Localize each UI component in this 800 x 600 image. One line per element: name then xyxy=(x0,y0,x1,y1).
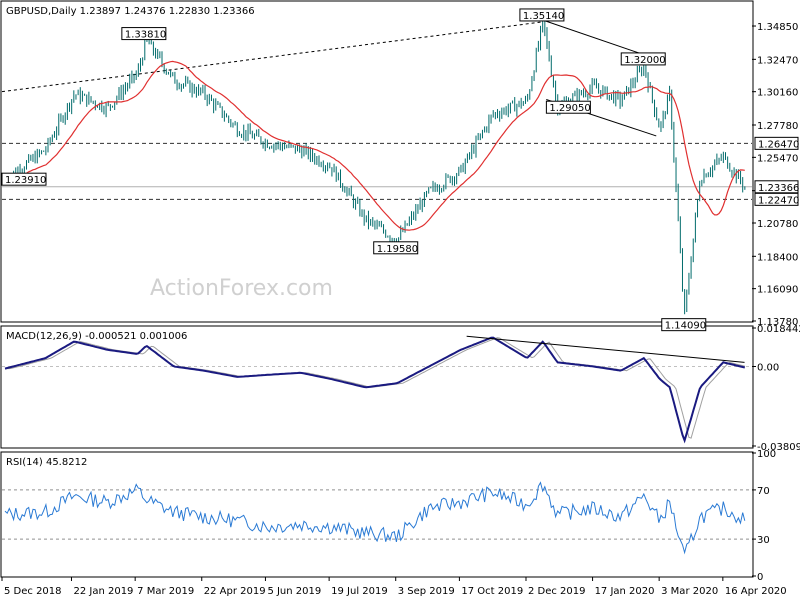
x-tick-label: 2 Dec 2019 xyxy=(528,586,586,597)
level-2-tag-box xyxy=(754,192,799,206)
price-trendlines xyxy=(1,19,657,137)
annotation-box xyxy=(545,100,591,114)
price-tick-label: 1.32470 xyxy=(757,55,798,66)
macd-tick-label: 0.018442 xyxy=(757,324,800,335)
level-1-tag-label: 1.26470 xyxy=(758,139,799,150)
moving-average xyxy=(4,60,745,231)
macd-y-axis: 0.018442 0.00 -0.038095 xyxy=(2,324,800,453)
rsi-tick-label: 100 xyxy=(757,449,776,460)
current-price-tag: 1.23366 xyxy=(754,180,799,194)
annotation-label: 1.14090 xyxy=(665,321,706,332)
price-tick-label: 1.13780 xyxy=(757,317,798,328)
annotation-1.19580: 1.19580 xyxy=(373,241,419,255)
annotation-box xyxy=(373,241,419,255)
x-tick-label: 7 Mar 2019 xyxy=(137,586,194,597)
x-tick-label: 19 Jul 2019 xyxy=(331,586,388,597)
x-tick-label: 22 Jan 2019 xyxy=(73,586,133,597)
upper-trendline xyxy=(1,21,542,93)
macd-lines xyxy=(4,335,746,444)
rsi-tick-label: 0 xyxy=(757,572,763,583)
price-annotations: 1.23910 1.33810 1.19580 1.35140 1.29050 1.320… xyxy=(1,8,707,332)
price-levels xyxy=(2,142,752,200)
x-tick-label: 5 Dec 2018 xyxy=(4,586,62,597)
price-header: GBPUSD,Daily 1.23897 1.24376 1.22830 1.2… xyxy=(6,6,255,17)
annotation-1.14090: 1.14090 xyxy=(661,318,707,332)
annotation-1.32000: 1.32000 xyxy=(620,52,666,66)
price-panel-frame xyxy=(0,0,754,323)
annotation-box xyxy=(620,52,666,66)
x-tick-label: 22 Apr 2019 xyxy=(204,586,266,597)
macd-line xyxy=(4,336,746,444)
level-1-tag-box xyxy=(754,136,799,150)
annotation-1.23910: 1.23910 xyxy=(1,172,47,186)
annotation-1.33810: 1.33810 xyxy=(121,27,167,41)
level-2-tag-label: 1.22470 xyxy=(758,195,799,206)
price-tick-label: 1.27780 xyxy=(757,121,798,132)
x-tick-label: 3 Mar 2020 xyxy=(661,586,718,597)
annotation-label: 1.19580 xyxy=(377,244,418,255)
x-tick-label: 16 Apr 2020 xyxy=(725,586,787,597)
annotation-label: 1.35140 xyxy=(523,11,564,22)
ma-line xyxy=(4,60,745,231)
x-axis: 5 Dec 2018 22 Jan 2019 7 Mar 2019 22 Apr 20… xyxy=(1,577,787,597)
x-tick-label: 17 Oct 2019 xyxy=(461,586,523,597)
annotation-box xyxy=(121,27,167,41)
price-tick-label: 1.30160 xyxy=(757,88,798,99)
rsi-lines xyxy=(4,481,746,555)
annotation-1.35140: 1.35140 xyxy=(519,8,565,22)
price-y-axis: 1.348501.324701.301601.277801.254701.230… xyxy=(752,22,798,328)
annotation-box xyxy=(661,318,707,332)
macd-tick-label: -0.038095 xyxy=(757,442,800,453)
macd-trendline xyxy=(466,335,745,363)
price-tick-label: 1.20780 xyxy=(757,219,798,230)
x-tick-label: 17 Jan 2020 xyxy=(595,586,655,597)
current-price-tag-label: 1.23366 xyxy=(758,183,799,194)
watermark: ActionForex.com xyxy=(150,276,333,301)
rsi-header: RSI(14) 45.8212 xyxy=(6,457,87,468)
annotation-1.29050: 1.29050 xyxy=(545,100,591,114)
rsi-tick-label: 70 xyxy=(757,486,770,497)
macd-header: MACD(12,26,9) -0.000521 0.001006 xyxy=(6,331,187,342)
price-tick-label: 1.25470 xyxy=(757,153,798,164)
macd-panel-frame xyxy=(0,325,754,449)
macd-tick-label: 0.00 xyxy=(757,362,779,373)
x-tick-label: 5 Jun 2019 xyxy=(267,586,321,597)
level-1-tag: 1.26470 xyxy=(754,136,799,150)
rsi-tick-label: 30 xyxy=(757,535,770,546)
channel-top-line xyxy=(541,19,657,60)
annotation-box xyxy=(519,8,565,22)
price-tick-label: 1.34850 xyxy=(757,22,798,33)
annotation-label: 1.23910 xyxy=(5,175,46,186)
rsi-panel-frame xyxy=(0,451,754,578)
level-2-tag: 1.22470 xyxy=(754,192,799,206)
annotation-box xyxy=(1,172,47,186)
rsi-y-axis: 100 70 30 0 xyxy=(2,449,776,583)
annotation-label: 1.33810 xyxy=(125,30,166,41)
rsi-line xyxy=(4,481,746,555)
macd-signal-line xyxy=(5,337,745,439)
x-tick-label: 3 Sep 2019 xyxy=(398,586,455,597)
price-tick-label: 1.18400 xyxy=(757,252,798,263)
annotation-label: 1.32000 xyxy=(624,55,665,66)
price-tick-label: 1.16090 xyxy=(757,285,798,296)
annotation-label: 1.29050 xyxy=(549,103,590,114)
current-price-tag-box xyxy=(754,180,799,194)
